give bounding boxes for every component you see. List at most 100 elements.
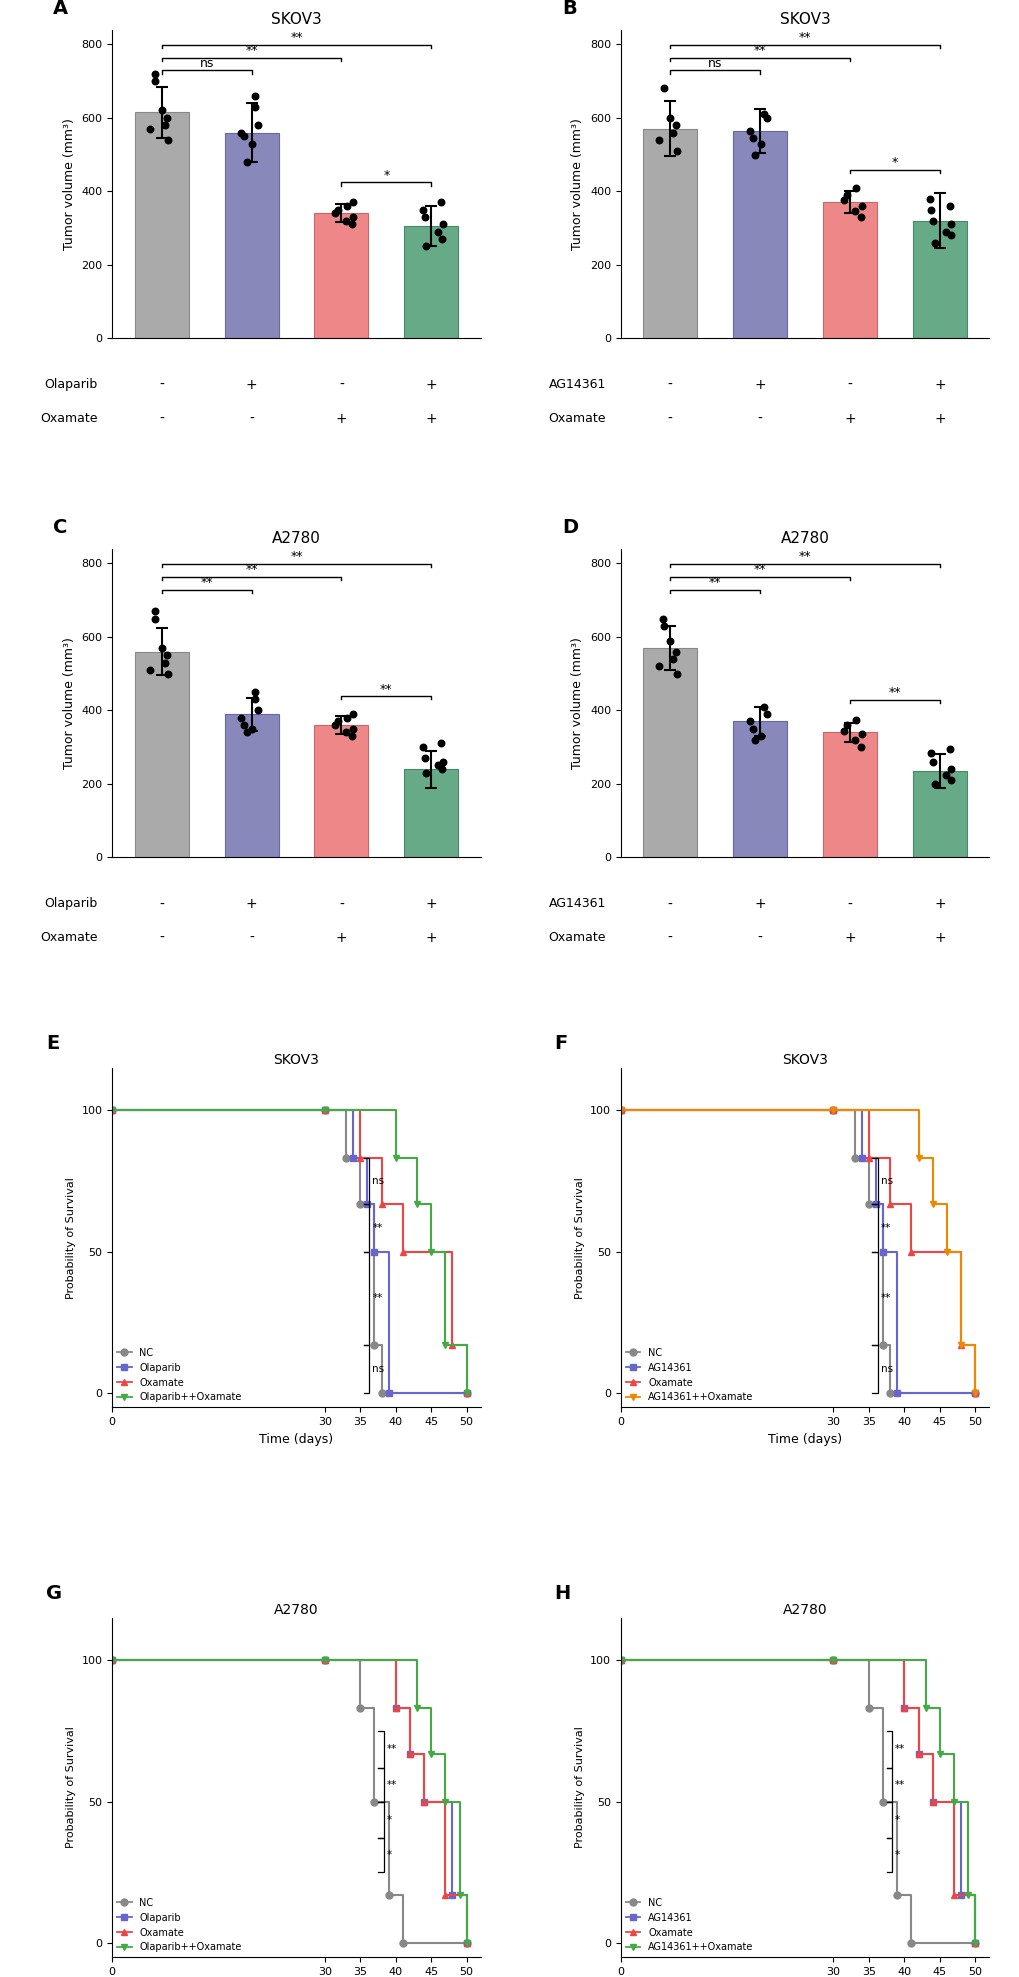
Point: [244, 129, 260, 160]
Point: [835, 716, 851, 747]
Point: [744, 123, 760, 154]
Text: Oxamate: Oxamate: [40, 931, 98, 945]
Y-axis label: Tumor volume (mm³): Tumor volume (mm³): [63, 637, 75, 769]
Point: [415, 731, 431, 763]
Title: A2780: A2780: [274, 1603, 319, 1617]
Point: [250, 694, 266, 726]
Point: [147, 603, 163, 635]
Point: [838, 710, 854, 741]
Text: B: B: [561, 0, 576, 18]
Point: [153, 95, 169, 127]
Point: [747, 724, 763, 755]
Text: +: +: [246, 378, 257, 391]
Point: [667, 134, 684, 166]
Point: [238, 716, 255, 747]
Text: **: **: [888, 686, 901, 700]
Text: **: **: [372, 1222, 382, 1234]
Text: **: **: [290, 550, 303, 563]
Text: *: *: [895, 1850, 900, 1860]
Point: [853, 190, 869, 221]
Point: [752, 129, 768, 160]
Point: [941, 190, 957, 221]
Point: [147, 595, 163, 627]
Title: SKOV3: SKOV3: [782, 1052, 827, 1068]
Text: -: -: [159, 931, 164, 945]
Y-axis label: Probability of Survival: Probability of Survival: [574, 1726, 584, 1848]
Text: +: +: [844, 931, 855, 945]
Point: [838, 180, 854, 212]
Point: [337, 206, 354, 237]
Title: A2780: A2780: [782, 1603, 826, 1617]
Point: [434, 208, 450, 239]
Point: [238, 146, 255, 178]
Point: [664, 643, 681, 674]
Text: ns: ns: [372, 1364, 384, 1374]
Text: -: -: [667, 413, 673, 427]
Y-axis label: Probability of Survival: Probability of Survival: [574, 1176, 584, 1299]
Text: -: -: [249, 413, 254, 427]
Bar: [404, 225, 458, 338]
Point: [650, 125, 666, 156]
X-axis label: Time (days): Time (days): [259, 1433, 333, 1445]
Point: [852, 202, 868, 233]
Text: -: -: [757, 413, 762, 427]
Text: H: H: [554, 1584, 571, 1603]
Text: +: +: [425, 898, 437, 911]
Point: [941, 733, 957, 765]
Text: -: -: [338, 378, 343, 391]
Point: [921, 182, 937, 214]
Text: *: *: [386, 1850, 391, 1860]
Text: Oxamate: Oxamate: [548, 931, 605, 945]
Point: [654, 603, 671, 635]
Point: [338, 702, 355, 733]
Text: **: **: [798, 32, 810, 43]
Point: [160, 125, 176, 156]
Text: **: **: [880, 1293, 891, 1303]
Text: ns: ns: [372, 1176, 384, 1186]
Point: [153, 633, 169, 664]
Text: +: +: [754, 378, 765, 391]
Point: [157, 646, 173, 678]
Point: [758, 103, 774, 134]
Text: Oxamate: Oxamate: [40, 413, 98, 425]
Text: ns: ns: [707, 57, 721, 69]
Text: C: C: [53, 518, 67, 538]
Text: *: *: [383, 170, 389, 182]
Bar: [404, 769, 458, 858]
Text: +: +: [425, 378, 437, 391]
Point: [434, 745, 450, 777]
Text: +: +: [425, 931, 437, 945]
Bar: [822, 731, 876, 858]
Text: **: **: [798, 550, 810, 563]
Text: **: **: [895, 1744, 905, 1754]
Point: [343, 720, 360, 751]
Text: +: +: [933, 413, 945, 427]
Text: Oxamate: Oxamate: [548, 413, 605, 425]
Point: [664, 117, 681, 148]
Point: [650, 650, 666, 682]
Point: [852, 731, 868, 763]
Point: [926, 767, 943, 799]
Text: **: **: [372, 1293, 382, 1303]
Text: -: -: [667, 931, 673, 945]
Text: **: **: [245, 43, 258, 57]
Text: +: +: [933, 931, 945, 945]
Point: [922, 194, 938, 225]
Point: [160, 658, 176, 690]
Text: -: -: [249, 931, 254, 945]
Point: [847, 704, 863, 735]
Text: D: D: [561, 518, 578, 538]
Y-axis label: Tumor volume (mm³): Tumor volume (mm³): [571, 637, 584, 769]
Title: A2780: A2780: [780, 532, 828, 546]
Legend: NC, AG14361, Oxamate, AG14361++Oxamate: NC, AG14361, Oxamate, AG14361++Oxamate: [625, 1898, 753, 1953]
Point: [432, 728, 448, 759]
Bar: [314, 726, 368, 858]
Text: -: -: [847, 378, 852, 391]
Point: [344, 186, 361, 217]
Point: [755, 690, 771, 722]
Bar: [733, 130, 787, 338]
Point: [159, 639, 175, 670]
Point: [667, 658, 684, 690]
Text: **: **: [753, 563, 765, 577]
Y-axis label: Tumor volume (mm³): Tumor volume (mm³): [571, 119, 584, 249]
